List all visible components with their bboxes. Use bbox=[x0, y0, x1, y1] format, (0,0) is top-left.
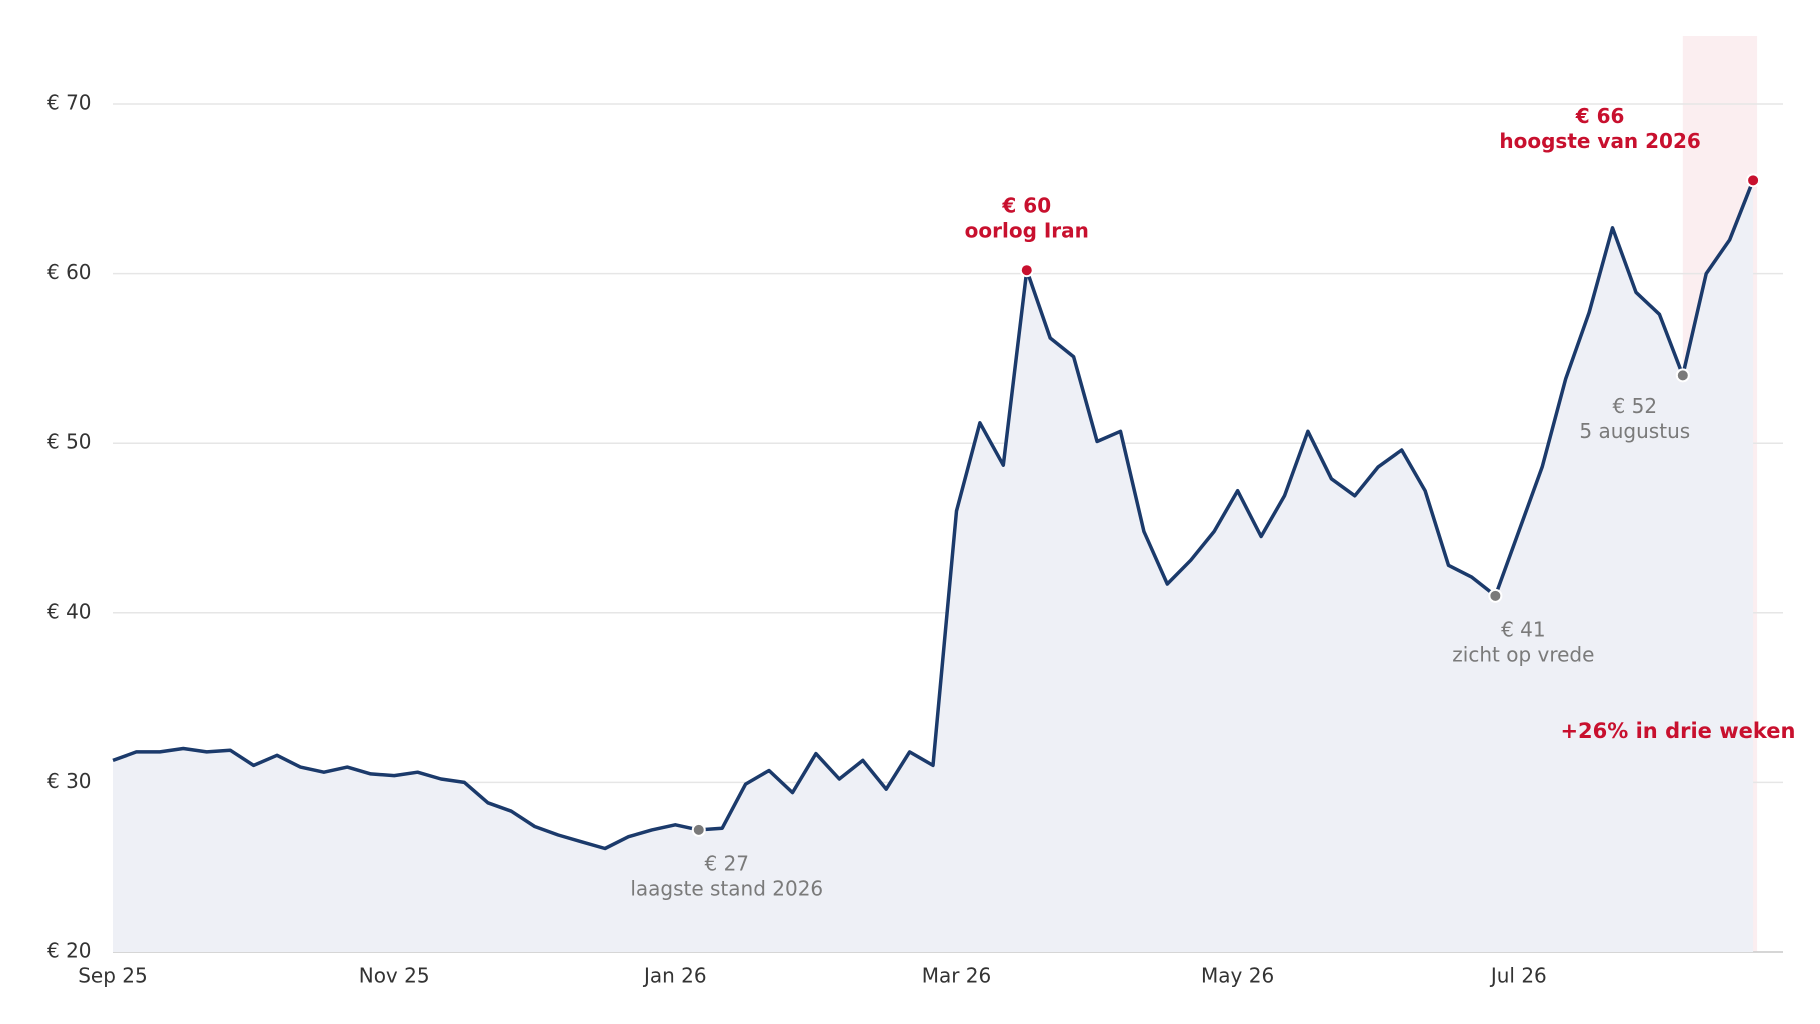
y-tick-label: € 50 bbox=[47, 430, 92, 454]
annotation-text: € 66 bbox=[1575, 104, 1625, 128]
annotation-dot bbox=[1746, 173, 1761, 188]
x-tick-label: Jan 26 bbox=[642, 964, 707, 988]
annotation-text: 5 augustus bbox=[1579, 419, 1690, 443]
x-tick-label: Jul 26 bbox=[1489, 964, 1547, 988]
highlight-label: +26% in drie weken bbox=[1560, 719, 1795, 743]
y-tick-label: € 30 bbox=[47, 769, 92, 793]
annotation-dot bbox=[1488, 588, 1503, 603]
y-tick-label: € 60 bbox=[47, 260, 92, 284]
annotation-text: hoogste van 2026 bbox=[1499, 129, 1700, 153]
x-tick-label: Mar 26 bbox=[922, 964, 992, 988]
y-tick-label: € 40 bbox=[47, 599, 92, 623]
x-tick-label: Nov 25 bbox=[359, 964, 430, 988]
annotation-dot bbox=[1019, 263, 1034, 278]
annotation-text: € 27 bbox=[704, 851, 749, 875]
annotation-text: zicht op vrede bbox=[1452, 642, 1594, 666]
annotation-text: oorlog Iran bbox=[965, 219, 1089, 243]
x-tick-label: Sep 25 bbox=[78, 964, 148, 988]
x-tick-label: May 26 bbox=[1201, 964, 1274, 988]
annotation-text: laagste stand 2026 bbox=[630, 876, 823, 900]
annotation-dot bbox=[1675, 368, 1690, 383]
annotation-text: € 41 bbox=[1501, 617, 1546, 641]
annotation-text: € 52 bbox=[1613, 394, 1658, 418]
annotation-text: € 60 bbox=[1001, 194, 1051, 218]
line bbox=[112, 179, 1755, 851]
area bbox=[113, 180, 1754, 953]
annotation-dot bbox=[691, 822, 706, 837]
y-tick-label: € 70 bbox=[47, 91, 92, 115]
y-tick-label: € 20 bbox=[47, 939, 92, 963]
